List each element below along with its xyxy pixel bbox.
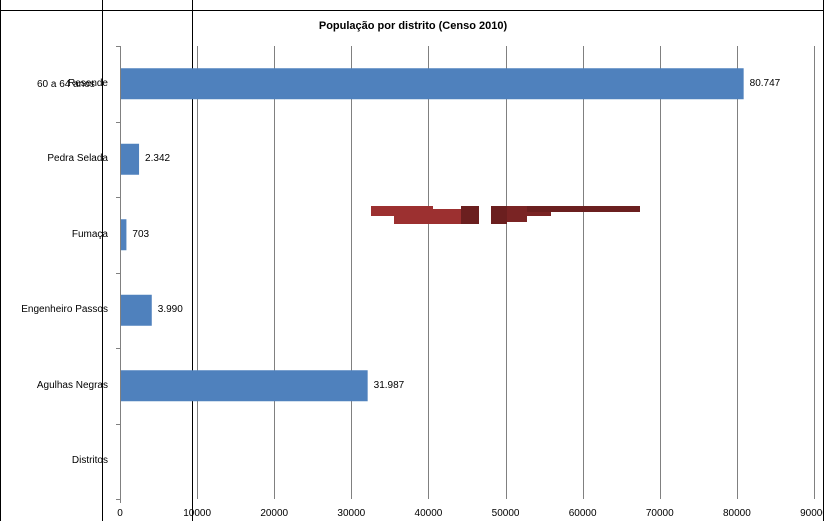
category-label: Fumaça [71, 228, 108, 240]
x-tick-label: 50000 [491, 508, 520, 519]
x-tick-label: 10000 [183, 508, 212, 519]
artifact-block [479, 206, 491, 224]
artifact-block [527, 206, 640, 212]
bar [121, 68, 744, 100]
category-label: Agulhas Negras [36, 379, 108, 391]
bar [121, 370, 368, 402]
frame-inner-divider-right [192, 0, 193, 521]
category-label: Resende [67, 77, 108, 89]
data-label: 3.990 [157, 304, 183, 316]
data-label: 31.987 [373, 379, 405, 391]
data-label: 703 [132, 228, 150, 240]
artifact-block [394, 216, 479, 224]
overlay-text: 60 a 64 anos [37, 78, 95, 90]
artifact-block [507, 206, 527, 222]
artifact-block [491, 206, 507, 224]
artifact-block [461, 206, 479, 224]
artifact-block [527, 212, 551, 216]
category-label: Distritos [71, 455, 108, 467]
frame-inner-divider-left [102, 0, 103, 521]
artifact-block [433, 206, 461, 209]
data-label: 80.747 [749, 77, 781, 89]
x-tick-label: 30000 [337, 508, 366, 519]
category-label: Engenheiro Passos [21, 304, 108, 316]
artifact-block [371, 206, 479, 216]
data-label: 2.342 [145, 153, 171, 165]
bar [121, 143, 140, 175]
x-tick-label: 0 [117, 508, 123, 519]
x-tick-label: 60000 [568, 508, 597, 519]
bar [121, 219, 127, 251]
frame-top-border [1, 10, 824, 11]
x-tick-label: 70000 [645, 508, 674, 519]
category-label: Pedra Selada [47, 153, 108, 165]
chart-title: População por distrito (Censo 2010) [318, 20, 508, 32]
x-tick-label: 20000 [260, 508, 289, 519]
x-tick-label: 80000 [722, 508, 751, 519]
bar [121, 294, 152, 326]
x-tick-label: 90000 [800, 508, 824, 519]
x-tick-label: 40000 [414, 508, 443, 519]
